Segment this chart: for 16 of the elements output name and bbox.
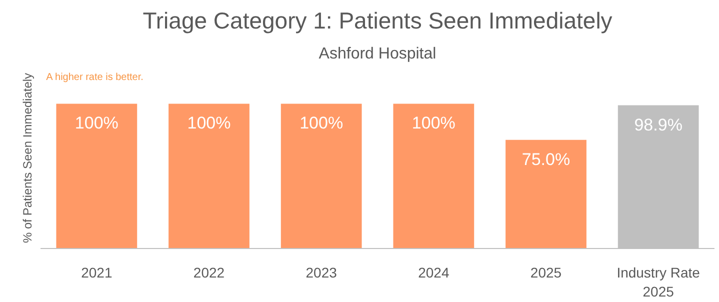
x-tick-label: Industry Rate 2025 <box>616 264 700 300</box>
x-tick-label: 2023 <box>306 264 338 280</box>
x-tick-label: 2024 <box>418 264 450 280</box>
data-label: 100% <box>74 114 118 133</box>
data-label: 75.0% <box>522 150 570 169</box>
x-tick-label: 2021 <box>81 264 112 280</box>
y-axis-title: % of Patients Seen Immediately <box>20 72 34 244</box>
chart-title: Triage Category 1: Patients Seen Immediately <box>142 8 613 34</box>
data-label: 100% <box>187 114 231 133</box>
data-label: 100% <box>412 114 456 133</box>
text: A higher rate is better. <box>46 72 144 83</box>
data-label: 98.9% <box>634 115 682 134</box>
chart-subtitle: Ashford Hospital <box>318 46 436 62</box>
data-label: 100% <box>300 114 344 133</box>
x-tick-label: 2022 <box>193 264 225 280</box>
x-tick-label: 2025 <box>530 264 562 280</box>
